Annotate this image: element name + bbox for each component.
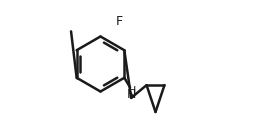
Text: N: N bbox=[127, 88, 136, 101]
Text: H: H bbox=[128, 86, 136, 96]
Text: F: F bbox=[116, 15, 123, 28]
